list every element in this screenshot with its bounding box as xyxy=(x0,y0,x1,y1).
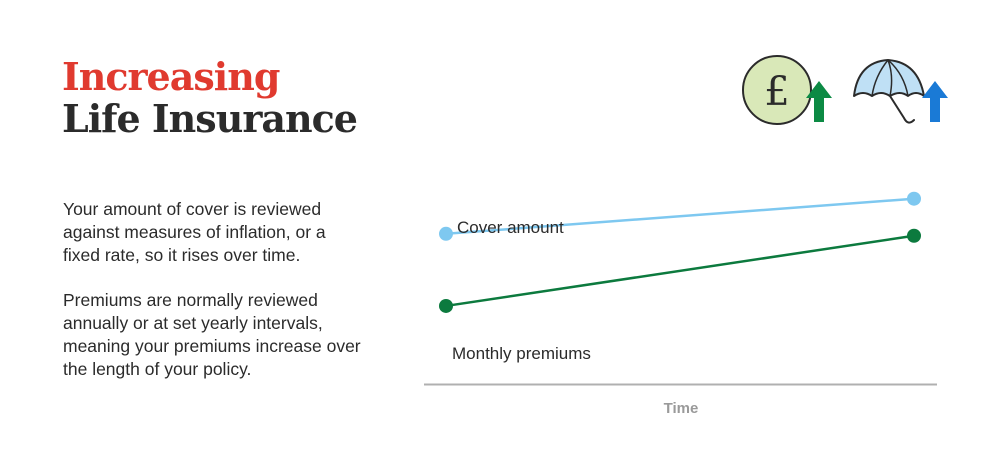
cover-amount-label: Cover amount xyxy=(457,218,564,237)
green-up-arrow-icon xyxy=(806,81,832,122)
page-title-line2: Life Insurance xyxy=(62,96,358,141)
cover-amount-line xyxy=(445,197,915,236)
pound-coin-icon: £ xyxy=(742,55,812,125)
monthly-premiums-label: Monthly premiums xyxy=(452,344,591,363)
cover-amount-point-0 xyxy=(439,226,453,241)
x-axis-label: Time xyxy=(664,400,699,417)
cover-amount-point-1 xyxy=(907,191,921,206)
monthly-premiums-point-1 xyxy=(907,228,921,243)
page-title-line1: Increasing xyxy=(62,54,280,99)
blue-up-arrow-icon xyxy=(922,81,948,122)
cover-description: Your amount of cover is reviewed against… xyxy=(63,199,326,265)
premium-description: Premiums are normally reviewed annually … xyxy=(63,290,361,379)
umbrella-icon xyxy=(853,59,925,124)
pound-symbol: £ xyxy=(764,69,789,115)
icon-group: £ xyxy=(742,55,948,125)
monthly-premiums-line xyxy=(445,234,915,308)
monthly-premiums-point-0 xyxy=(439,298,453,313)
